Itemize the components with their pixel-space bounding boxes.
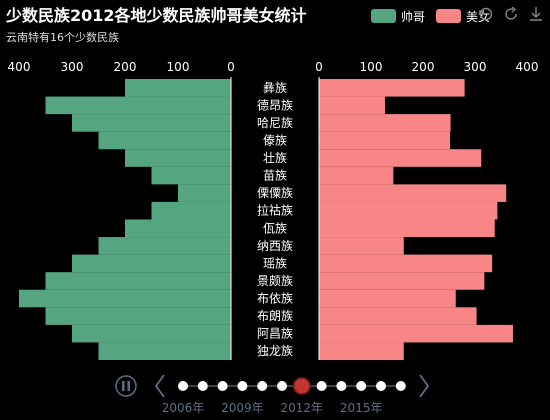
category-label: 傣族 [263, 133, 287, 147]
timeline-point[interactable] [178, 381, 188, 391]
right-axis-tick-label: 200 [412, 60, 435, 74]
timeline-point[interactable] [217, 381, 228, 391]
timeline-point[interactable] [257, 381, 268, 391]
female-bar [319, 324, 513, 343]
male-bar [125, 219, 231, 238]
male-bar [72, 324, 231, 343]
category-label: 布依族 [257, 291, 293, 306]
male-bar [151, 201, 231, 220]
left-axis-tick-label: 100 [167, 60, 190, 74]
female-bar [319, 342, 404, 360]
female-bar [319, 307, 477, 325]
right-axis-tick-label: 300 [464, 60, 487, 74]
category-label: 哈尼族 [257, 116, 293, 130]
timeline-label: 2009年 [221, 401, 264, 415]
category-label: 壮族 [263, 151, 287, 165]
right-axis-tick-label: 400 [516, 60, 539, 74]
timeline-point-current[interactable] [293, 377, 311, 395]
male-bar [98, 131, 231, 150]
chart-subtitle: 云南特有16个少数民族 [6, 31, 119, 44]
male-bar [72, 254, 231, 273]
timeline-point[interactable] [336, 381, 347, 391]
male-bar [151, 166, 231, 185]
female-bar [319, 289, 456, 308]
timeline-point[interactable] [316, 381, 327, 391]
category-label: 瑶族 [263, 256, 287, 270]
category-label: 布朗族 [257, 309, 293, 323]
timeline-point[interactable] [395, 381, 406, 391]
female-bar [319, 149, 482, 167]
category-label: 拉祜族 [257, 203, 293, 218]
category-label: 佤族 [263, 221, 287, 235]
male-bar [72, 114, 231, 132]
timeline-point[interactable] [356, 381, 367, 391]
male-bar [45, 272, 231, 290]
legend-item-female[interactable]: 美女 [436, 8, 490, 24]
legend-swatch-female [436, 9, 461, 23]
category-label: 彝族 [263, 80, 287, 95]
category-label: 纳西族 [257, 239, 293, 253]
legend-label-female: 美女 [466, 9, 491, 24]
male-bar [19, 289, 231, 308]
male-bar [125, 79, 231, 97]
timeline-point[interactable] [237, 381, 248, 391]
play-pause-button[interactable] [115, 375, 137, 397]
female-bar [319, 201, 498, 220]
female-bar [319, 237, 404, 255]
left-axis-tick-label: 300 [61, 60, 84, 74]
timeline-label: 2015年 [340, 401, 383, 415]
download-icon[interactable] [527, 5, 545, 23]
female-bar [319, 272, 485, 290]
restore-icon[interactable] [477, 5, 495, 23]
pause-icon [127, 381, 130, 391]
timeline-label: 2012年 [281, 401, 324, 415]
female-bar [319, 254, 493, 273]
pause-icon [122, 381, 125, 391]
left-axis-tick-label: 200 [114, 60, 137, 74]
chart-title: 少数民族2012各地少数民族帅哥美女统计 [6, 6, 307, 25]
male-bar [125, 149, 231, 167]
left-axis-tick-label: 400 [8, 60, 31, 74]
refresh-icon[interactable] [502, 5, 520, 23]
female-bar [319, 79, 465, 97]
legend-item-male[interactable]: 帅哥 [371, 8, 425, 24]
female-bar [319, 184, 507, 202]
category-label: 德昂族 [257, 97, 293, 112]
left-axis-tick-label: 0 [227, 60, 235, 74]
male-bar [178, 184, 231, 202]
right-axis-tick-label: 0 [315, 60, 323, 74]
female-bar [319, 96, 386, 115]
category-label: 独龙族 [257, 344, 293, 358]
category-label: 苗族 [263, 169, 287, 183]
female-bar [319, 166, 394, 185]
right-axis-tick-label: 100 [360, 60, 383, 74]
female-bar [319, 114, 451, 132]
category-label: 阿昌族 [257, 327, 293, 341]
female-bar [319, 131, 451, 150]
legend-swatch-male [371, 9, 396, 23]
timeline-point[interactable] [277, 381, 287, 391]
prev-arrow-icon[interactable] [154, 374, 165, 398]
timeline-point[interactable] [376, 381, 386, 391]
legend-label-male: 帅哥 [401, 9, 426, 24]
timeline-label: 2006年 [162, 401, 205, 415]
category-label: 景颇族 [257, 273, 293, 288]
timeline-point[interactable] [197, 381, 208, 391]
next-arrow-icon[interactable] [419, 374, 430, 398]
male-bar [98, 342, 231, 360]
female-bar [319, 219, 495, 238]
male-bar [98, 237, 231, 255]
male-bar [45, 96, 231, 115]
male-bar [45, 307, 231, 325]
category-label: 傈僳族 [257, 186, 293, 200]
